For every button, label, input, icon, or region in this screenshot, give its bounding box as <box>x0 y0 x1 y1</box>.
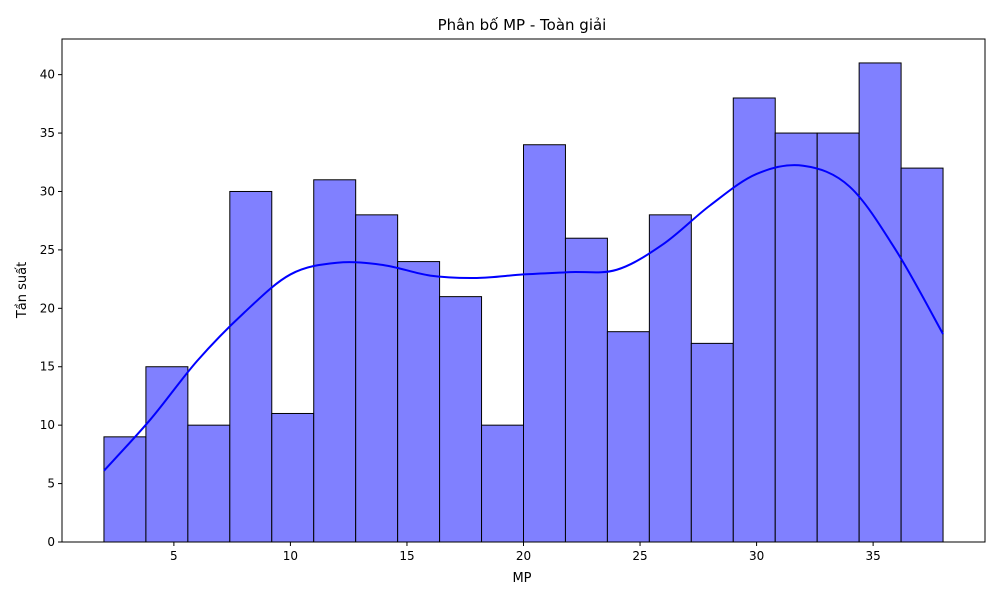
histogram-bar <box>816 132 860 543</box>
histogram-bar <box>690 342 734 543</box>
histogram-bar <box>355 214 399 543</box>
chart-title: Phân bố MP - Toàn giải <box>438 16 607 34</box>
histogram-bar <box>229 190 273 543</box>
x-axis-label: MP <box>512 571 531 586</box>
histogram-bar <box>187 424 231 543</box>
y-tick-label: 30 <box>40 184 55 198</box>
histogram-bar <box>439 296 483 543</box>
histogram-bar <box>606 331 650 543</box>
x-tick-label: 10 <box>283 549 298 563</box>
histogram-bars <box>103 62 944 543</box>
plot-frame <box>61 38 986 543</box>
x-axis-ticks: 5 10 15 20 25 30 35 <box>170 542 881 563</box>
histogram-bar <box>481 424 524 543</box>
histogram-bar <box>774 132 818 543</box>
y-tick-label: 0 <box>47 535 55 549</box>
histogram-bar <box>523 144 566 543</box>
y-axis-label: Tần suất <box>15 262 30 319</box>
histogram-bar <box>900 167 944 543</box>
y-tick-label: 25 <box>40 243 55 257</box>
histogram-bar <box>564 237 608 543</box>
histogram-bar <box>648 214 692 543</box>
histogram-bar <box>397 261 441 543</box>
histogram-bar <box>103 436 147 543</box>
x-tick-label: 5 <box>170 549 178 563</box>
histogram-bar <box>732 97 776 543</box>
y-tick-label: 35 <box>40 126 55 140</box>
kde-curve <box>103 164 944 472</box>
histogram-bar <box>145 366 189 543</box>
y-tick-label: 5 <box>47 477 55 491</box>
y-tick-label: 10 <box>40 418 55 432</box>
histogram-bar <box>858 62 902 543</box>
y-tick-label: 20 <box>40 301 55 315</box>
y-tick-label: 40 <box>40 68 55 82</box>
x-tick-label: 15 <box>399 549 414 563</box>
histogram-bar <box>271 412 315 543</box>
x-tick-label: 35 <box>865 549 880 563</box>
x-tick-label: 25 <box>632 549 647 563</box>
y-axis-ticks: 0 5 10 15 20 25 30 35 40 <box>40 68 62 549</box>
x-tick-label: 30 <box>749 549 764 563</box>
histogram-bar <box>313 179 357 543</box>
x-tick-label: 20 <box>516 549 531 563</box>
y-tick-label: 15 <box>40 360 55 374</box>
